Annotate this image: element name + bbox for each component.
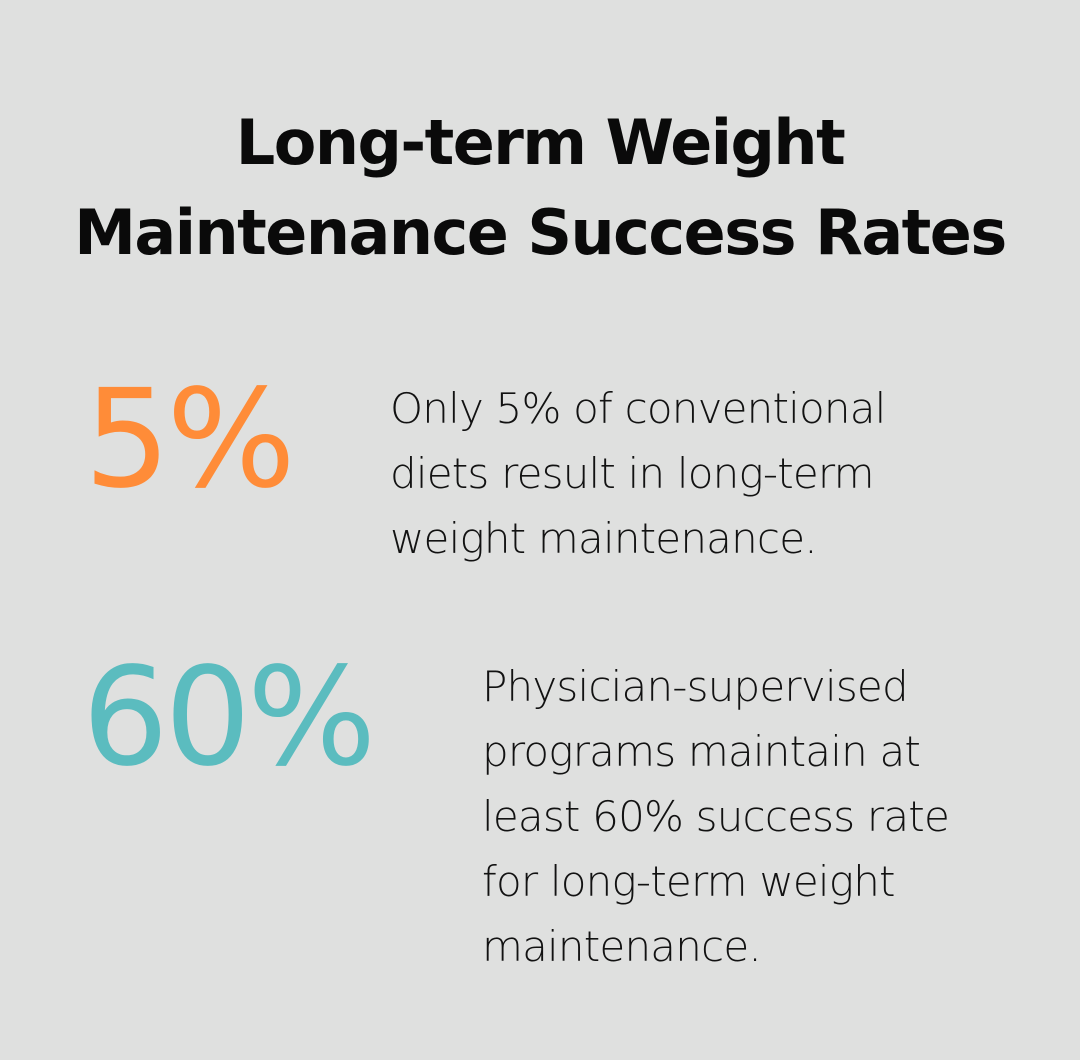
stat-description-line: weight maintenance. <box>390 514 818 563</box>
stat-value-60-percent: 60% <box>82 639 376 797</box>
stat-value-5-percent: 5% <box>84 361 296 519</box>
stat-description-line: for long-term weight <box>482 857 896 906</box>
stat-description-line: maintenance. <box>482 922 762 971</box>
infographic-title: Long-term Weight Maintenance Success Rat… <box>0 98 1080 278</box>
stat-description-conventional-diets: Only 5% of conventional diets result in … <box>390 376 950 571</box>
title-line-1: Long-term Weight <box>235 106 846 179</box>
stat-description-line: least 60% success rate <box>482 792 950 841</box>
stat-description-line: programs maintain at <box>482 727 921 776</box>
stat-description-line: diets result in long-term <box>390 449 875 498</box>
stat-description-line: Only 5% of conventional <box>390 384 886 433</box>
stat-description-line: Physician-supervised <box>482 662 909 711</box>
stat-description-physician-supervised: Physician-supervised programs maintain a… <box>482 654 1002 979</box>
title-line-2: Maintenance Success Rates <box>74 196 1007 269</box>
